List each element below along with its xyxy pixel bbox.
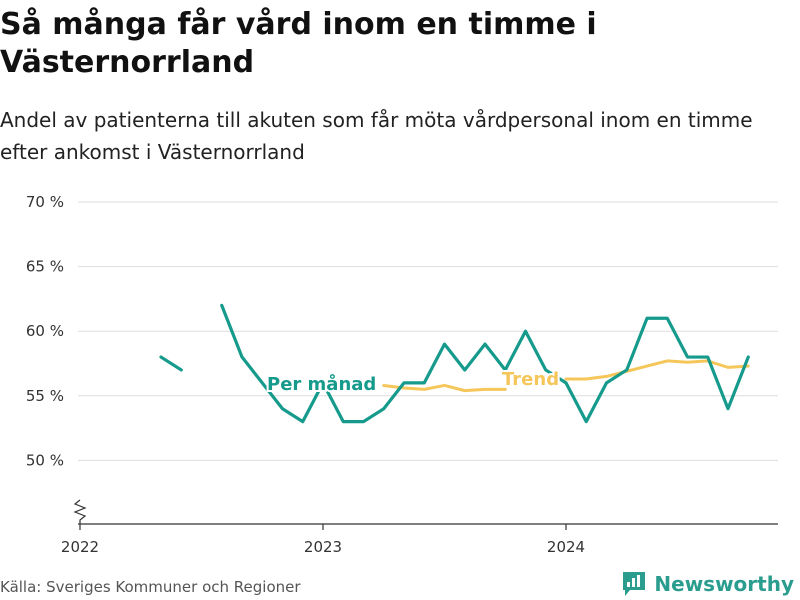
y-tick-label: 50 % [26,451,64,469]
y-tick-label: 55 % [26,387,64,405]
x-tick-label: 2024 [547,538,585,556]
x-tick-label: 2022 [61,538,99,556]
y-tick-label: 65 % [26,258,64,276]
y-tick-label: 60 % [26,322,64,340]
axis-break-icon [73,499,87,524]
series-lines [159,303,750,424]
y-tick-label: 70 % [26,193,64,211]
series-line-per-manad [159,355,183,372]
newsworthy-logo-icon [623,572,646,596]
y-axis-ticks: 50 % 55 % 60 % 65 % 70 % [26,193,64,469]
brand-logo: Newsworthy [622,570,794,598]
x-tick-label: 2023 [304,538,342,556]
gridlines [78,201,778,461]
series-label-trend: Trend [502,369,559,390]
x-axis: 2022 2023 2024 [61,499,778,556]
series-line-trend [382,383,507,393]
series-line-per-manad [220,303,750,424]
series-labels: Per månad Trend [265,367,561,397]
chart-subtitle: Andel av patienterna till akuten som får… [0,108,753,164]
series-line-trend [564,359,750,381]
brand-name: Newsworthy [654,572,794,596]
line-chart: 50 % 55 % 60 % 65 % 70 % 2022 2023 2024 Per må… [26,193,778,556]
source-note: Källa: Sveriges Kommuner och Regioner [0,578,301,596]
chart-title: Så många får vård inom en timme i Väster… [0,7,597,80]
series-label-per-manad: Per månad [267,373,376,395]
